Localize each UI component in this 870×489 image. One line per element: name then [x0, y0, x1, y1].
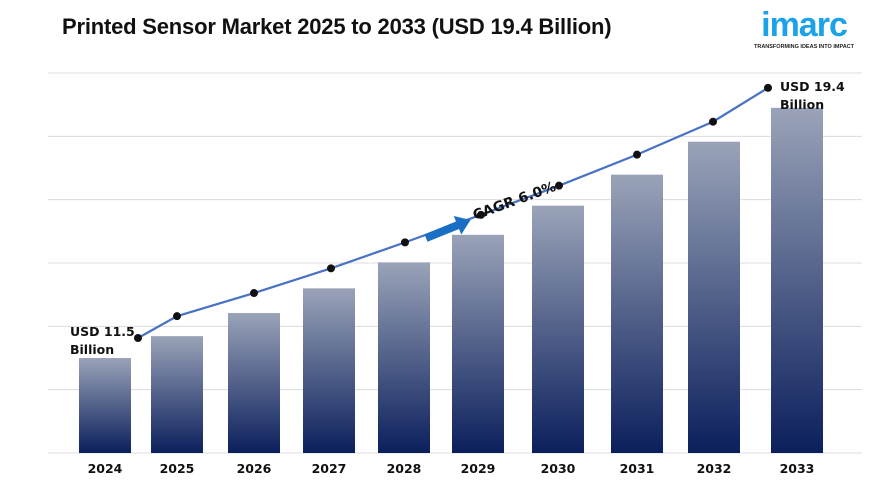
line-marker — [764, 83, 772, 92]
line-marker — [633, 150, 641, 159]
bar-2029 — [452, 234, 504, 453]
line-marker — [477, 210, 485, 219]
x-tick-label: 2026 — [237, 461, 272, 476]
chart-title: Printed Sensor Market 2025 to 2033 (USD … — [62, 14, 612, 39]
x-tick-label: 2025 — [160, 461, 195, 476]
bar-2031 — [611, 174, 663, 453]
logo-tagline: TRANSFORMING IDEAS INTO IMPACT — [753, 44, 855, 50]
line-marker — [134, 334, 142, 342]
imarc-logo: imarc TRANSFORMING IDEAS INTO IMPACT — [742, 8, 866, 50]
x-tick-label: 2030 — [541, 461, 576, 476]
bar-2027 — [303, 288, 355, 453]
line-marker — [250, 289, 258, 298]
end-annotation-line2: Billion — [780, 97, 824, 112]
line-marker — [555, 181, 563, 190]
bar-2024 — [79, 358, 131, 453]
bar-2028 — [378, 262, 430, 453]
cagr-arrow-icon — [424, 215, 471, 242]
start-annotation-line1: USD 11.5 — [70, 324, 135, 339]
x-tick-label: 2033 — [780, 461, 815, 476]
bar-2033 — [771, 107, 823, 453]
end-annotation-line1: USD 19.4 — [780, 79, 845, 94]
line-marker — [327, 264, 335, 273]
line-marker — [173, 312, 181, 321]
x-tick-label: 2032 — [697, 461, 732, 476]
bar-2026 — [228, 313, 280, 453]
x-tick-label: 2024 — [88, 461, 123, 476]
bar-2025 — [151, 336, 203, 453]
bar-2032 — [688, 141, 740, 453]
line-marker — [401, 238, 409, 247]
logo-word: imarc — [761, 6, 848, 44]
x-tick-label: 2031 — [620, 461, 655, 476]
x-tick-label: 2029 — [461, 461, 496, 476]
start-annotation-line2: Billion — [70, 342, 114, 357]
x-tick-label: 2027 — [312, 461, 347, 476]
bar-2030 — [532, 205, 584, 453]
line-marker — [709, 117, 717, 126]
x-tick-label: 2028 — [387, 461, 422, 476]
